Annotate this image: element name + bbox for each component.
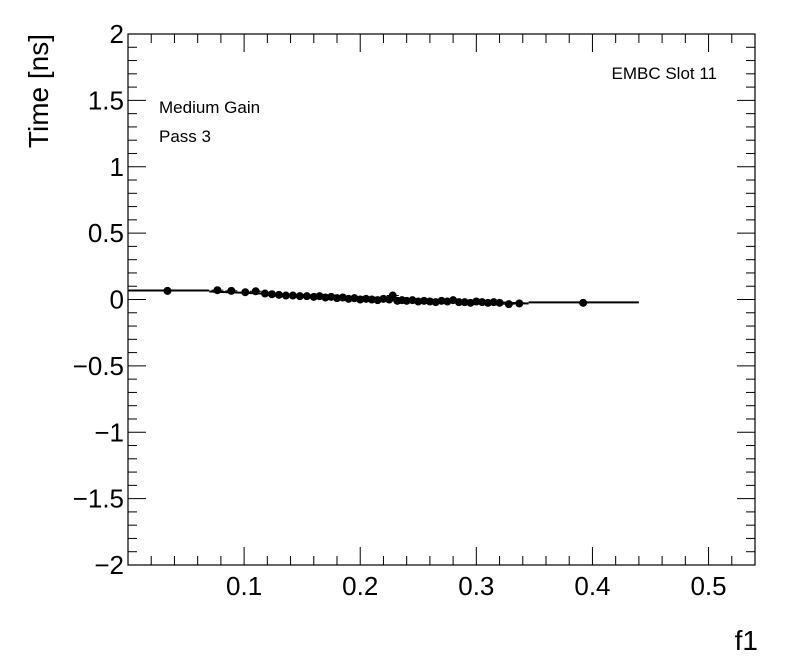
annotation-slot: EMBC Slot 11	[611, 64, 717, 83]
x-tick-label: 0.1	[226, 571, 262, 601]
data-point	[515, 299, 524, 308]
y-tick-label: 1	[110, 152, 124, 182]
data-point	[478, 298, 487, 307]
data-points-group	[161, 286, 590, 309]
data-point	[579, 298, 588, 307]
data-point	[288, 291, 297, 300]
data-point	[367, 295, 376, 304]
y-axis-title: Time [ns]	[23, 34, 54, 148]
data-point	[472, 297, 481, 306]
data-point	[483, 298, 492, 307]
y-tick-label: −0.5	[73, 351, 124, 381]
y-tick-label: 1.5	[88, 85, 124, 115]
y-tick-label: −1	[94, 417, 124, 447]
data-point	[460, 298, 469, 307]
data-point	[362, 294, 371, 303]
data-point	[414, 297, 423, 306]
data-point	[356, 295, 365, 304]
x-tick-label: 0.3	[458, 571, 494, 601]
data-point	[402, 296, 411, 305]
axis-ticks	[127, 33, 756, 566]
data-point	[274, 290, 283, 299]
data-point	[495, 298, 504, 307]
data-point	[333, 294, 341, 303]
data-point	[251, 287, 260, 296]
y-tick-label: 0	[110, 285, 124, 315]
data-point	[425, 297, 434, 306]
data-point	[344, 294, 353, 303]
data-point	[261, 289, 270, 298]
data-point	[420, 296, 429, 305]
data-point	[295, 292, 304, 301]
x-tick-label: 0.5	[690, 571, 726, 601]
data-point	[388, 291, 397, 300]
data-point	[163, 286, 172, 295]
tick-labels-group: −2 −1.5 −1 −0.5 0 0.5 1 1.5 2 0.1 0.2 0.3 0.4 0.5	[73, 19, 727, 601]
x-tick-label: 0.4	[574, 571, 610, 601]
y-tick-label: 0.5	[88, 218, 124, 248]
data-point	[309, 292, 318, 301]
data-point	[227, 286, 236, 295]
x-axis-title: f1	[735, 625, 758, 656]
annotation-pass: Pass 3	[159, 127, 211, 146]
y-tick-label: 2	[110, 19, 124, 49]
x-tick-label: 0.2	[342, 571, 378, 601]
data-point	[437, 296, 446, 305]
data-point	[213, 286, 222, 295]
data-point	[281, 291, 290, 300]
data-point	[267, 290, 276, 299]
data-point	[379, 294, 388, 303]
annotation-gain: Medium Gain	[159, 98, 260, 117]
data-point	[241, 288, 250, 297]
data-point	[504, 300, 513, 309]
data-point	[321, 293, 330, 302]
y-tick-label: −1.5	[73, 484, 124, 514]
data-point	[489, 298, 498, 307]
y-tick-label: −2	[94, 550, 124, 580]
data-point	[302, 292, 311, 301]
